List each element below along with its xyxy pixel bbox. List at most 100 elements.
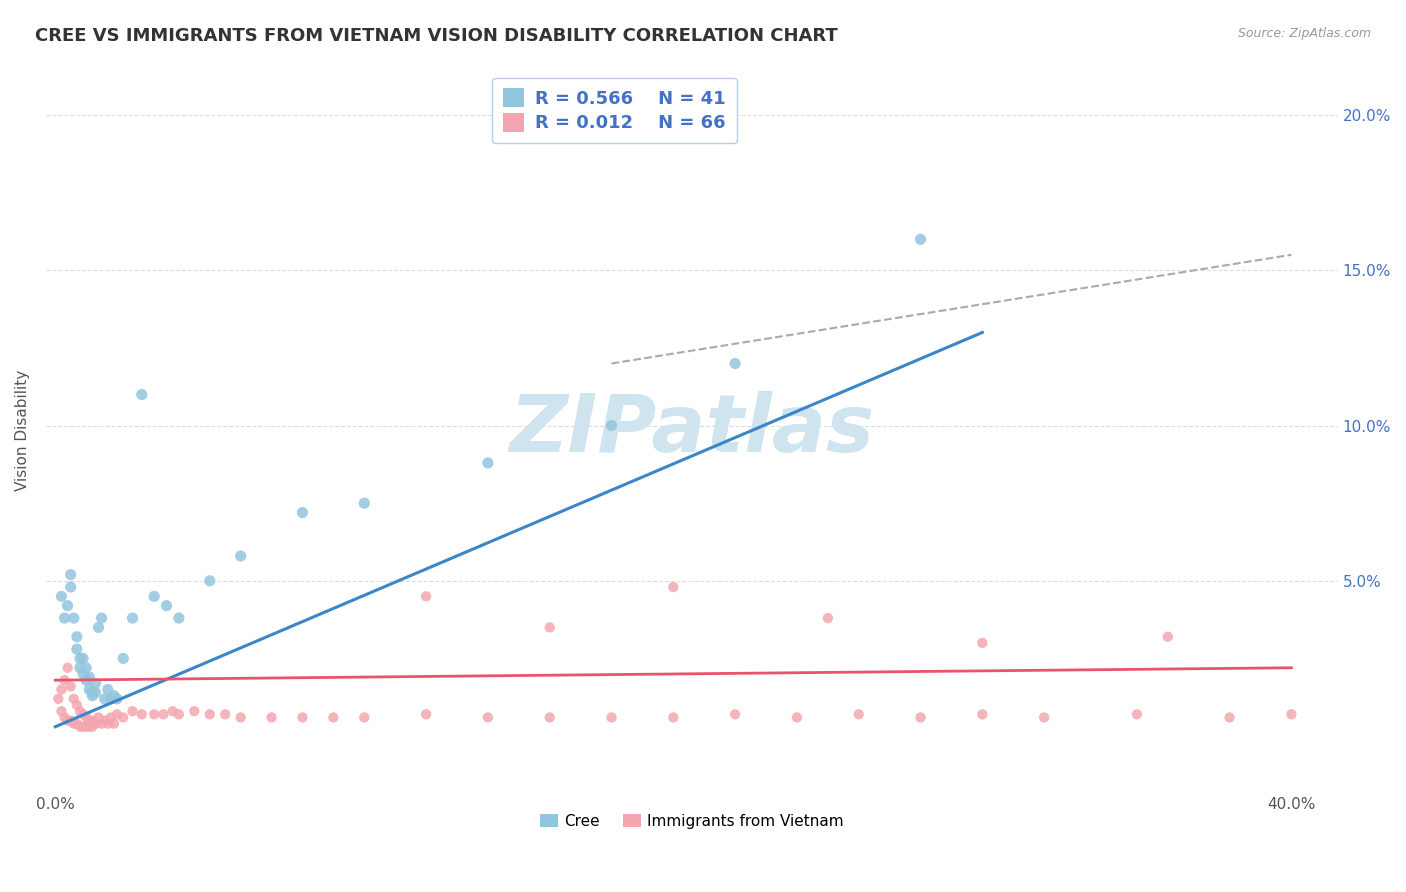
Point [77,720,100,734]
Point [59,714,82,728]
Point [72,707,94,722]
Point [600,710,623,724]
Point [90,716,112,731]
Point [82,685,104,699]
Point [46,691,69,706]
Y-axis label: Vision Disability: Vision Disability [15,369,30,491]
Point [77,714,100,728]
Point [131,707,153,722]
Point [72,720,94,734]
Point [84,685,107,699]
Point [82,720,104,734]
Point [972,636,994,650]
Point [229,710,252,724]
Point [538,710,561,724]
Point [69,651,91,665]
Text: ZIPatlas: ZIPatlas [509,392,875,469]
Point [724,707,747,722]
Point [66,642,89,657]
Point [75,673,97,688]
Point [972,707,994,722]
Point [477,456,499,470]
Point [121,704,143,718]
Point [69,704,91,718]
Point [1126,707,1149,722]
Point [155,599,177,613]
Point [87,620,110,634]
Point [214,707,236,722]
Point [322,710,344,724]
Point [87,710,110,724]
Point [59,567,82,582]
Point [910,710,932,724]
Point [100,710,122,724]
Point [69,720,91,734]
Point [162,704,184,718]
Text: Source: ZipAtlas.com: Source: ZipAtlas.com [1237,27,1371,40]
Point [90,611,112,625]
Point [662,710,685,724]
Point [131,387,153,401]
Point [1033,710,1056,724]
Point [51,590,73,604]
Point [183,704,205,718]
Legend: Cree, Immigrants from Vietnam: Cree, Immigrants from Vietnam [534,807,851,835]
Point [291,710,314,724]
Point [59,580,82,594]
Point [56,714,79,728]
Point [1157,630,1180,644]
Point [75,720,97,734]
Point [105,691,128,706]
Point [415,590,437,604]
Point [93,714,115,728]
Point [56,599,79,613]
Point [662,580,685,594]
Point [82,714,104,728]
Point [62,716,84,731]
Point [59,679,82,693]
Point [848,707,870,722]
Point [724,356,747,370]
Point [477,710,499,724]
Point [97,716,120,731]
Point [600,418,623,433]
Point [121,611,143,625]
Point [62,691,84,706]
Point [84,716,107,731]
Point [75,661,97,675]
Point [291,506,314,520]
Point [103,716,125,731]
Point [260,710,283,724]
Point [817,611,839,625]
Point [112,710,135,724]
Point [910,232,932,246]
Point [53,611,76,625]
Point [56,661,79,675]
Point [82,689,104,703]
Point [198,574,221,588]
Point [167,611,190,625]
Point [1219,710,1241,724]
Point [77,670,100,684]
Point [53,673,76,688]
Point [100,691,122,706]
Point [77,682,100,697]
Point [167,707,190,722]
Point [103,689,125,703]
Point [53,710,76,724]
Text: CREE VS IMMIGRANTS FROM VIETNAM VISION DISABILITY CORRELATION CHART: CREE VS IMMIGRANTS FROM VIETNAM VISION D… [35,27,838,45]
Point [66,716,89,731]
Point [97,682,120,697]
Point [1279,707,1302,722]
Point [84,676,107,690]
Point [538,620,561,634]
Point [66,698,89,712]
Point [69,661,91,675]
Point [72,667,94,681]
Point [353,496,375,510]
Point [75,710,97,724]
Point [786,710,808,724]
Point [229,549,252,563]
Point [93,691,115,706]
Point [143,590,166,604]
